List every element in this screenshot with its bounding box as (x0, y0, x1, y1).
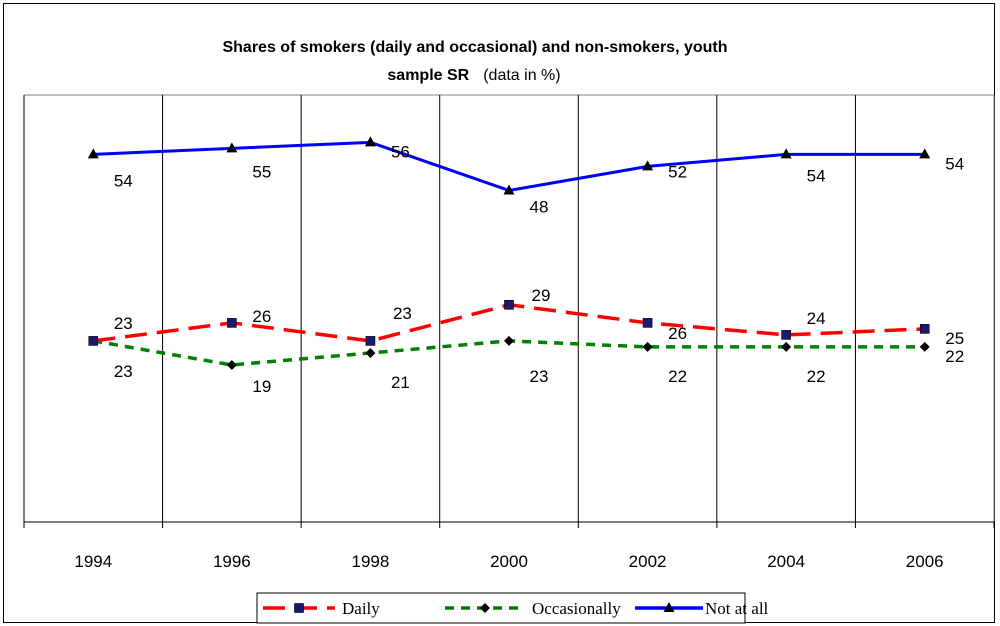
chart-title-note: (data in %) (483, 67, 560, 84)
data-label-not-at-all: 54 (114, 171, 133, 190)
data-point-not-at-all (364, 136, 376, 147)
data-point-occasionally (226, 359, 237, 370)
data-point-not-at-all (780, 148, 792, 159)
data-label-not-at-all: 56 (391, 142, 410, 161)
data-point-occasionally (642, 341, 653, 352)
data-point-occasionally (365, 347, 376, 358)
data-point-daily (781, 330, 791, 340)
data-label-occasionally: 21 (391, 373, 410, 392)
data-point-not-at-all (919, 148, 931, 159)
legend-label-occasionally: Occasionally (532, 599, 621, 618)
x-tick-label: 2004 (767, 552, 805, 571)
data-label-occasionally: 23 (114, 362, 133, 381)
data-label-layer: 23 26 23 29 26 24 25 23 19 21 23 22 22 22 54 55 56 48 52 54… (114, 142, 964, 396)
data-point-occasionally (781, 341, 792, 352)
series-line-daily (93, 303, 925, 343)
legend-marker-not-at-all (663, 602, 675, 612)
chart-title-sample: sample SR (387, 67, 469, 84)
data-label-daily: 29 (532, 286, 551, 305)
legend-marker-occasionally (480, 603, 490, 613)
data-point-occasionally (919, 341, 930, 352)
data-point-daily (227, 318, 237, 328)
axis-layer: 1994 1996 1998 2000 2002 2004 2006 (23, 95, 995, 571)
data-label-occasionally: 19 (252, 377, 271, 396)
legend-marker-daily (294, 603, 304, 613)
data-label-not-at-all: 54 (945, 154, 964, 173)
data-label-occasionally: 22 (945, 347, 964, 366)
data-point-daily (88, 336, 99, 346)
data-point-daily (504, 300, 514, 310)
data-label-daily: 24 (807, 309, 826, 328)
data-point-daily (642, 318, 653, 328)
chart-title-line2: sample SR (data in %) (387, 67, 560, 84)
legend: Daily Occasionally Not at all (256, 592, 769, 624)
data-label-not-at-all: 52 (668, 162, 687, 181)
legend-label-daily: Daily (342, 599, 380, 618)
data-point-not-at-all (87, 148, 99, 159)
chart-frame (3, 3, 995, 623)
data-point-not-at-all (642, 160, 654, 171)
data-label-daily: 23 (393, 304, 412, 323)
data-label-occasionally: 22 (668, 367, 687, 386)
chart-title-line1: Shares of smokers (daily and occasional)… (222, 39, 727, 56)
data-label-daily: 23 (114, 314, 133, 333)
x-tick-label: 1996 (213, 552, 251, 571)
data-label-daily: 25 (945, 329, 964, 348)
legend-label-not-at-all: Not at all (705, 599, 769, 618)
data-point-not-at-all (226, 142, 238, 153)
data-point-daily (919, 324, 930, 334)
data-point-daily (365, 336, 376, 346)
x-tick-label: 1994 (74, 552, 112, 571)
data-label-daily: 26 (252, 307, 271, 326)
data-label-not-at-all: 54 (807, 166, 826, 185)
data-label-not-at-all: 48 (530, 197, 549, 216)
series-layer (87, 136, 931, 370)
data-label-daily: 26 (668, 324, 687, 343)
data-label-not-at-all: 55 (252, 162, 271, 181)
x-tick-label: 2000 (490, 552, 528, 571)
data-label-occasionally: 22 (807, 367, 826, 386)
data-point-not-at-all (503, 184, 515, 195)
data-label-occasionally: 23 (530, 367, 549, 386)
x-tick-label: 2002 (629, 552, 667, 571)
data-point-occasionally (504, 335, 514, 346)
x-tick-label: 2006 (906, 552, 944, 571)
x-tick-label: 1998 (352, 552, 390, 571)
series-line-not-at-all (93, 140, 925, 193)
